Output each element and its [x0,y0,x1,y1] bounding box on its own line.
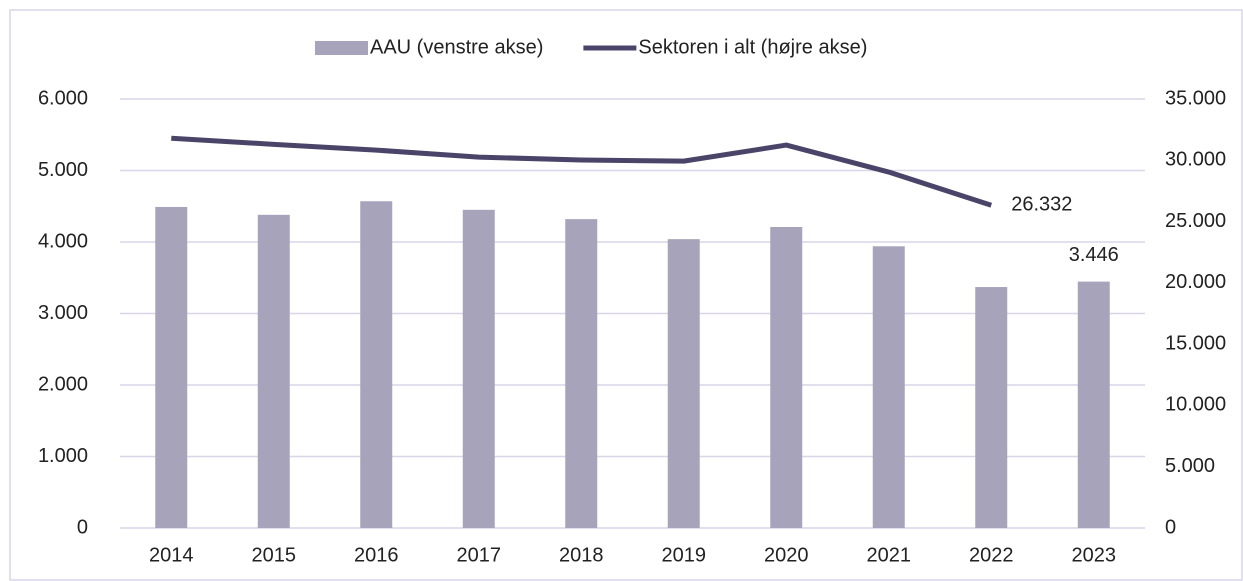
legend-label: AAU (venstre akse) [370,36,543,58]
x-tick-label: 2022 [969,544,1014,566]
bar [155,206,188,528]
y2-tick-label: 0 [1165,516,1176,538]
y-tick-label: 1.000 [38,445,88,467]
data-label: 26.332 [1011,194,1072,216]
bar [770,226,803,529]
x-tick-label: 2021 [867,544,912,566]
data-label: 3.446 [1069,244,1119,266]
y-tick-label: 5.000 [38,159,88,181]
bar [667,239,700,528]
y2-tick-label: 25.000 [1165,210,1226,232]
x-tick-label: 2019 [662,544,707,566]
legend-swatch [315,41,368,55]
bar [872,246,905,529]
y-tick-label: 0 [77,516,88,538]
y2-tick-label: 30.000 [1165,149,1226,171]
bar [462,209,495,528]
bar [565,219,598,528]
bar [975,287,1008,528]
y2-tick-label: 35.000 [1165,87,1226,109]
y2-tick-label: 20.000 [1165,271,1226,293]
x-tick-label: 2023 [1072,544,1117,566]
bar [360,201,393,528]
y2-tick-label: 15.000 [1165,332,1226,354]
y2-tick-label: 5.000 [1165,455,1215,477]
chart-border [9,9,1243,581]
legend-label: Sektoren i alt (højre akse) [638,36,867,58]
x-tick-label: 2017 [457,544,502,566]
x-tick-label: 2015 [252,544,297,566]
x-tick-label: 2020 [764,544,809,566]
y-tick-label: 3.000 [38,302,88,324]
bar [257,214,290,528]
x-tick-label: 2014 [149,544,194,566]
bar [1077,281,1110,528]
y2-tick-label: 10.000 [1165,394,1226,416]
y-tick-label: 2.000 [38,373,88,395]
x-tick-label: 2018 [559,544,604,566]
x-tick-label: 2016 [354,544,399,566]
y-tick-label: 6.000 [38,87,88,109]
y-tick-label: 4.000 [38,230,88,252]
line [171,135,993,208]
